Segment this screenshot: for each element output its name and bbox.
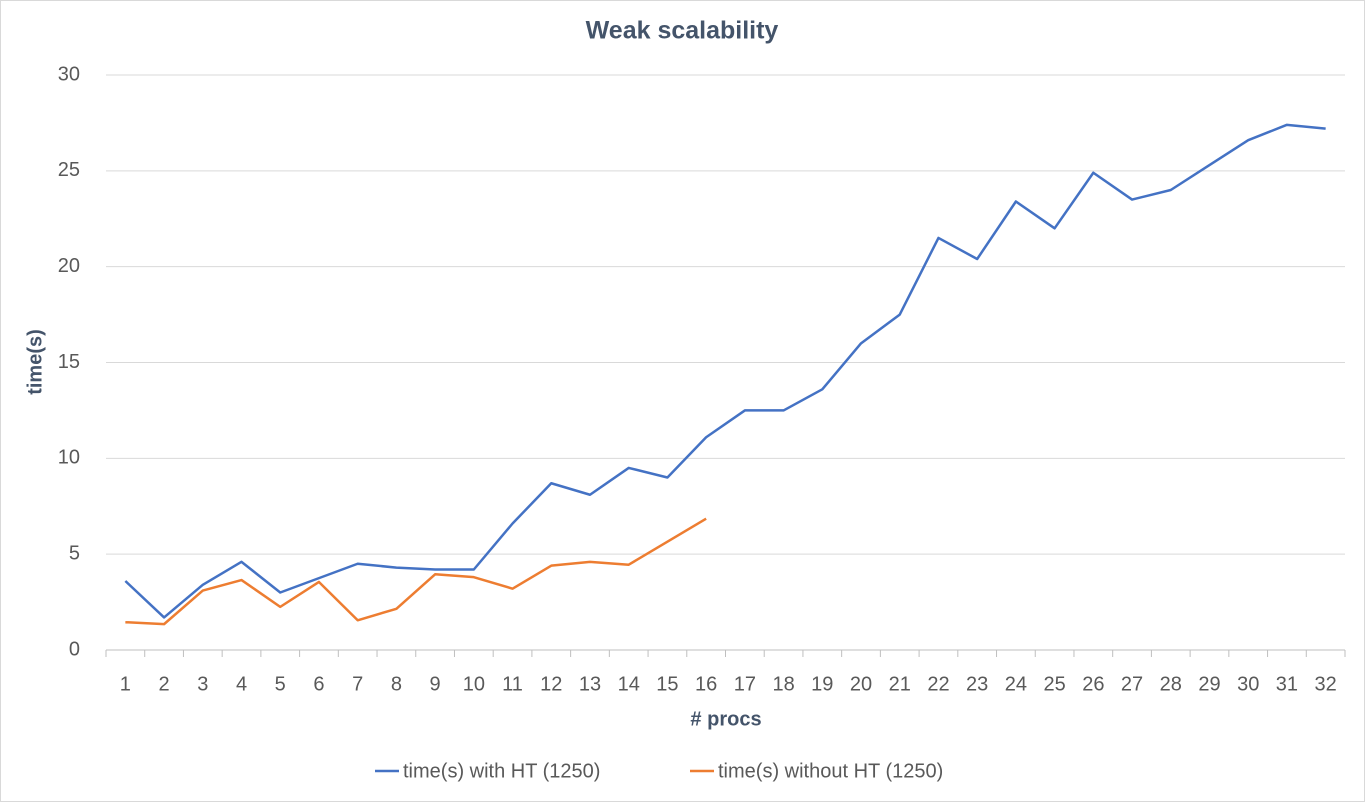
chart-title: Weak scalability	[586, 17, 779, 45]
x-tick-label: 17	[734, 673, 756, 695]
x-tick-label: 11	[502, 673, 523, 695]
y-tick-label: 5	[69, 542, 80, 564]
legend-label: time(s) without HT (1250)	[718, 760, 943, 782]
x-axis-title: # procs	[690, 708, 761, 730]
x-tick-label: 8	[391, 673, 402, 695]
x-tick-label: 24	[1005, 673, 1027, 695]
x-tick-label: 20	[850, 673, 872, 695]
x-tick-label: 26	[1082, 673, 1104, 695]
y-tick-label: 25	[58, 159, 80, 181]
x-tick-label: 18	[772, 673, 794, 695]
y-tick-label: 30	[58, 63, 80, 85]
x-tick-label: 31	[1276, 673, 1298, 695]
x-tick-label: 16	[695, 673, 717, 695]
x-tick-label: 21	[889, 673, 911, 695]
legend-label: time(s) with HT (1250)	[403, 760, 600, 782]
x-tick-label: 19	[811, 673, 833, 695]
y-tick-label: 10	[58, 447, 80, 469]
x-tick-label: 25	[1043, 673, 1065, 695]
x-tick-label: 23	[966, 673, 988, 695]
series-line	[124, 123, 1326, 619]
x-tick-label: 9	[430, 673, 441, 695]
x-tick-label: 14	[618, 673, 640, 695]
x-tick-label: 6	[313, 673, 324, 695]
x-tick-label: 32	[1315, 673, 1337, 695]
y-tick-label: 0	[69, 638, 80, 660]
x-tick-label: 13	[579, 673, 601, 695]
x-tick-label: 30	[1237, 673, 1259, 695]
x-tick-label: 27	[1121, 673, 1143, 695]
y-tick-label: 20	[58, 255, 80, 277]
x-tick-label: 22	[927, 673, 949, 695]
x-tick-label: 15	[656, 673, 678, 695]
x-tick-label: 3	[197, 673, 208, 695]
x-tick-label: 10	[463, 673, 485, 695]
x-tick-label: 4	[236, 673, 247, 695]
x-tick-label: 1	[120, 673, 131, 695]
series-line	[125, 517, 707, 626]
x-tick-label: 2	[159, 673, 170, 695]
x-tick-label: 29	[1198, 673, 1220, 695]
y-tick-label: 15	[58, 351, 80, 373]
y-axis-title: time(s)	[24, 329, 46, 395]
x-tick-label: 5	[275, 673, 286, 695]
x-tick-label: 7	[352, 673, 363, 695]
x-tick-label: 28	[1160, 673, 1182, 695]
x-tick-label: 12	[540, 673, 562, 695]
